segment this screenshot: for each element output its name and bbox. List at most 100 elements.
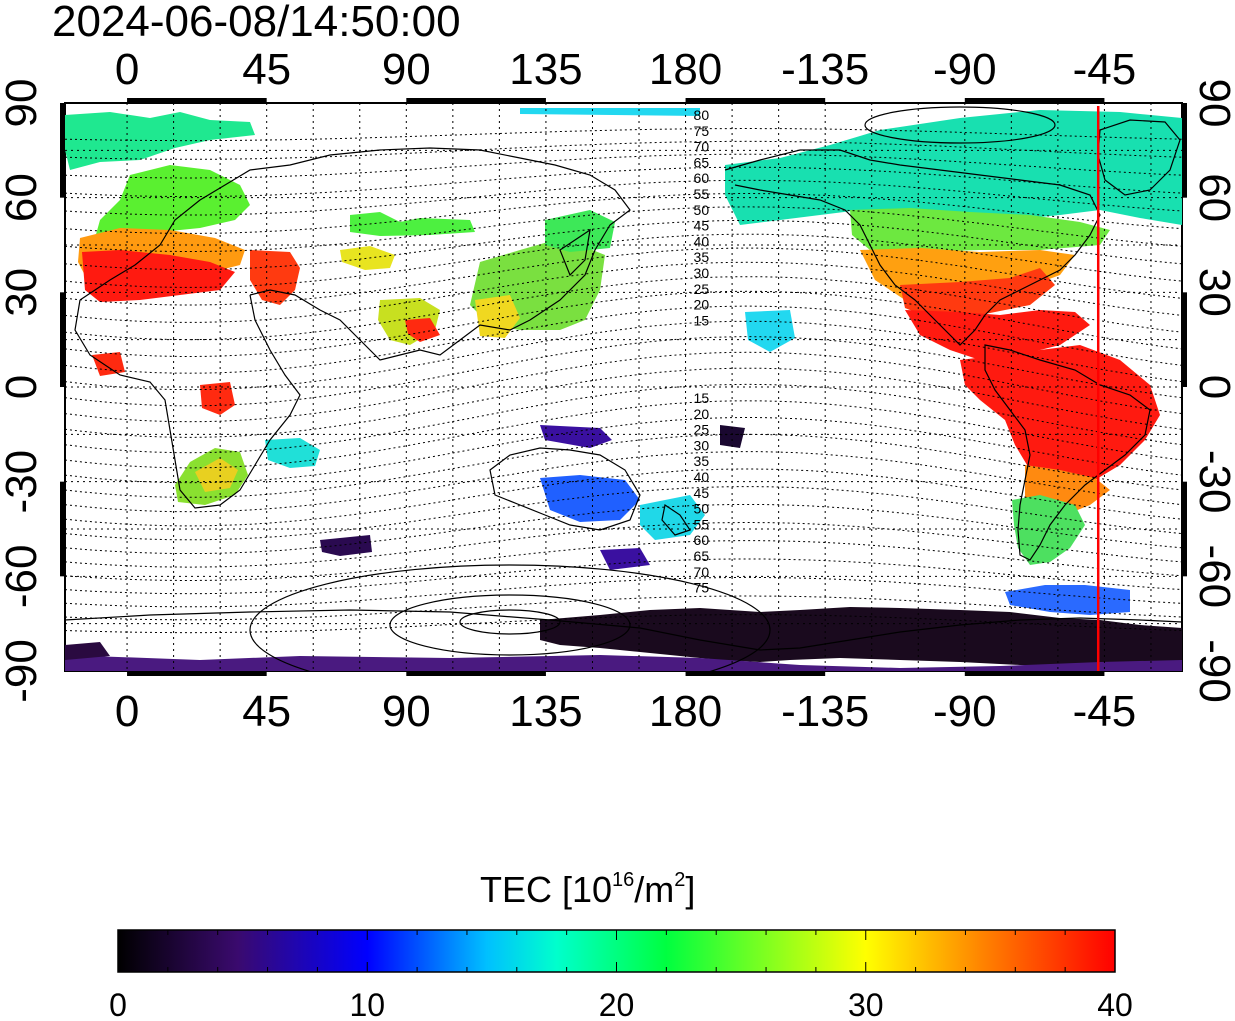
tec-region-south-indian-ocean: [320, 535, 372, 556]
colorbar-tick-label: 10: [349, 987, 385, 1021]
x-tick-label-top: 135: [509, 45, 582, 94]
south-pole-contour-outer: [249, 564, 771, 671]
contour-labels: 8075706560555045403530252015152025303540…: [694, 107, 710, 596]
tec-region-south-africa-inner: [195, 458, 238, 492]
contour-label: 55: [694, 516, 710, 532]
tec-region-europe-south: [82, 250, 235, 302]
y-tick-label-right: 0: [1190, 375, 1235, 399]
y-tick-label-right: 30: [1190, 268, 1235, 317]
axis-bar-left: [60, 103, 65, 198]
tec-region-central-america: [905, 310, 1090, 360]
contour-label: 70: [694, 139, 710, 155]
axis-bar-right: [1182, 481, 1187, 577]
contour-label: 30: [694, 265, 710, 281]
x-tick-label-top: 0: [115, 45, 139, 94]
contour-label: 25: [694, 422, 710, 438]
tec-region-south-america: [960, 345, 1160, 485]
axis-bar-top: [127, 98, 267, 103]
contour-label: 40: [694, 233, 710, 249]
tec-region-tasman-sea: [600, 548, 650, 570]
contour-label: 55: [694, 186, 710, 202]
colorbar-tick-label: 20: [599, 987, 635, 1021]
tec-region-canada-south: [850, 208, 1110, 252]
colorbar-tick-labels: 0 10 20 30 40: [109, 987, 1133, 1021]
x-tick-label-bottom: 90: [382, 687, 431, 736]
y-tick-label-right: 90: [1190, 79, 1235, 128]
x-tick-label-top: 45: [242, 45, 291, 94]
axis-bar-bottom: [685, 671, 826, 676]
contour-label: 20: [694, 406, 710, 422]
y-tick-label-left: -30: [0, 450, 46, 514]
axis-bar-bottom: [127, 671, 267, 676]
north-pole-contour: [864, 106, 1056, 144]
y-tick-label-left: 60: [0, 173, 46, 222]
contour-label: 65: [694, 154, 710, 170]
contour-line: [65, 351, 1182, 423]
tec-region-coral-sea: [720, 425, 745, 448]
polar-contours: [249, 106, 1056, 671]
contour-label: 15: [694, 390, 710, 406]
contour-label: 35: [694, 249, 710, 265]
contour-line: [65, 320, 1182, 391]
magnetic-contours: [65, 127, 1182, 634]
contour-line: [65, 521, 1182, 568]
contour-line: [65, 153, 1182, 179]
y-tick-label-left: -60: [0, 545, 46, 609]
contour-label: 80: [694, 107, 710, 123]
axis-bar-left: [60, 292, 65, 387]
axis-bar-right: [1182, 292, 1187, 387]
contour-line: [65, 504, 1182, 554]
contour-line: [65, 261, 1182, 323]
contour-label: 25: [694, 281, 710, 297]
contour-label: 15: [694, 312, 710, 328]
contour-label: 50: [694, 501, 710, 517]
tec-region-east-asia-north: [545, 210, 615, 252]
contour-line: [65, 576, 1182, 608]
x-tick-label-top: -135: [781, 45, 869, 94]
x-tick-label-top: -45: [1073, 45, 1137, 94]
colorbar-tick-label: 0: [109, 987, 127, 1021]
tec-region-indonesia: [540, 425, 612, 448]
coastline-australia: [489, 447, 641, 531]
contour-label: 50: [694, 202, 710, 218]
contour-line: [65, 276, 1182, 341]
coastline-north-america: [724, 149, 1101, 346]
y-tick-label-left: 90: [0, 79, 46, 128]
contour-line: [65, 416, 1182, 484]
coastline-new-zealand: [661, 504, 691, 536]
contour-line: [65, 290, 1182, 358]
map-title: 2024-06-08/14:50:00: [52, 0, 461, 46]
colorbar-tick-label: 40: [1097, 987, 1133, 1021]
contour-label: 75: [694, 123, 710, 139]
x-tick-label-bottom: -90: [933, 687, 997, 736]
coastline-antarctica: [65, 609, 1182, 651]
x-tick-label-top: -90: [933, 45, 997, 94]
colorbar-ticks: [117, 930, 1116, 972]
contour-line: [65, 220, 1182, 270]
x-tick-label-top: 180: [649, 45, 722, 94]
axis-bar-left: [60, 481, 65, 577]
contour-line: [65, 383, 1182, 454]
contour-line: [65, 247, 1182, 306]
contour-label: 45: [694, 485, 710, 501]
contour-line: [65, 127, 1182, 142]
axis-bars: [60, 98, 1187, 676]
contour-line: [65, 400, 1182, 469]
tec-region-middle-east: [250, 250, 300, 305]
contour-label: 45: [694, 218, 710, 234]
tec-region-antarctica: [540, 607, 1182, 671]
tec-region-china-south: [475, 295, 520, 338]
colorbar-tick-label: 30: [848, 987, 884, 1021]
tec-region-patagonia: [1012, 495, 1085, 565]
tec-region-bay-of-bengal: [405, 318, 440, 342]
contour-line: [65, 305, 1182, 374]
tec-region-south-pacific-islands: [745, 310, 795, 352]
axis-bar-bottom: [964, 671, 1105, 676]
contour-label: 60: [694, 170, 710, 186]
y-tick-label-right: -90: [1190, 639, 1235, 703]
y-tick-label-right: -30: [1190, 450, 1235, 514]
contour-line: [65, 206, 1182, 253]
x-tick-label-bottom: 135: [509, 687, 582, 736]
y-tick-label-right: -60: [1190, 545, 1235, 609]
